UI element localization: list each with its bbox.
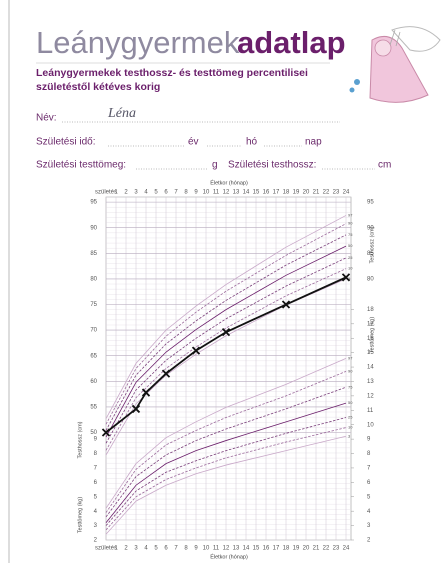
handwritten-name: Léna: [107, 106, 136, 121]
x-tick-label: 24: [343, 546, 350, 552]
y-tick-label: 85: [90, 251, 97, 257]
x-tick-label: 17: [273, 190, 280, 196]
field-label: Születési idő:: [36, 137, 95, 148]
percentile-label: 10: [348, 425, 353, 430]
x-tick-label: 19: [293, 546, 300, 552]
percentile-label: 25: [348, 415, 353, 420]
field-unit: hó: [246, 137, 258, 148]
field-unit: g: [212, 160, 218, 171]
x-tick-label: 18: [283, 190, 290, 196]
percentile-label: 90: [348, 368, 353, 373]
y-tick-label: 75: [90, 302, 97, 308]
y2-tick-label: 17: [367, 321, 374, 327]
x-tick-label: 10: [203, 546, 210, 552]
subtitle: Leánygyermekek testhossz- és testtömeg p…: [36, 67, 308, 79]
y2-tick-label: 15: [367, 350, 374, 356]
x-tick-label: 11: [213, 546, 220, 552]
percentile-label: 25: [348, 255, 353, 260]
x-tick-label: 12: [223, 190, 230, 196]
x-axis-title: Életkor (hónap): [210, 179, 248, 186]
y2-axis-title: Testtömeg (kg): [77, 497, 83, 534]
y2-tick-label: 12: [367, 393, 374, 399]
x-tick-label: 18: [283, 546, 290, 552]
field-unit: év: [188, 137, 199, 148]
x-tick-label: 10: [203, 190, 210, 196]
x-tick-label: 12: [223, 546, 230, 552]
percentile-label: 75: [348, 384, 353, 389]
field-unit: cm: [378, 160, 391, 171]
x-tick-label: 19: [293, 190, 300, 196]
y-axis-title: Testhossz (cm): [77, 421, 83, 458]
x-tick-label: 15: [253, 190, 260, 196]
title-light: Leánygyermek: [36, 25, 240, 60]
percentile-label: 50: [348, 243, 353, 248]
x-tick-label: 13: [233, 190, 240, 196]
percentile-label: 97: [348, 212, 353, 217]
y-tick-label-right: 80: [367, 276, 374, 282]
x-tick-label: 22: [323, 546, 330, 552]
percentile-label: 97: [348, 355, 353, 360]
y2-tick-label: 14: [367, 365, 374, 371]
y-tick-label: 70: [90, 328, 97, 334]
y-tick-label-right: 95: [367, 200, 374, 206]
y-tick-label: 50: [90, 430, 97, 436]
subtitle: születéstől kétéves korig: [36, 81, 160, 93]
field-label: Születési testtömeg:: [36, 160, 126, 171]
percentile-label: 90: [348, 221, 353, 226]
x-tick-label: 16: [263, 546, 270, 552]
growth-chart: születésszületés112233445566778899101011…: [90, 190, 374, 552]
field-label: Név:: [36, 113, 57, 124]
x-tick-label: 14: [243, 190, 250, 196]
x-tick-label: 22: [323, 190, 330, 196]
x-tick-label: 23: [333, 190, 340, 196]
x-tick-label: 15: [253, 546, 260, 552]
x-tick-label: 23: [333, 546, 340, 552]
y-tick-label: 65: [90, 353, 97, 359]
y-axis-title: Testhossz (cm): [369, 226, 375, 263]
y-tick-label-right: 90: [367, 225, 374, 231]
y-tick-label: 90: [90, 225, 97, 231]
x-axis-title: Életkor (hónap): [210, 553, 248, 560]
x-tick-label: 14: [243, 546, 250, 552]
x-tick-label: 17: [273, 546, 280, 552]
page: Leánygyermek adatlap Leánygyermekek test…: [0, 0, 446, 563]
y2-tick-label: 16: [367, 336, 374, 342]
percentile-label: 10: [348, 266, 353, 271]
percentile-label: 75: [348, 232, 353, 237]
y2-tick-label: 13: [367, 379, 374, 385]
x-tick-label: 21: [313, 190, 320, 196]
percentile-label: 50: [348, 400, 353, 405]
x-tick-label: 13: [233, 546, 240, 552]
field-unit: nap: [305, 137, 322, 148]
x-tick-label: 24: [343, 190, 350, 196]
y-tick-label: 95: [90, 200, 97, 206]
x-tick-label: 21: [313, 546, 320, 552]
field-label: Születési testhossz:: [228, 160, 316, 171]
y2-tick-label: 11: [367, 408, 374, 414]
y2-tick-label: 10: [367, 422, 374, 428]
y-tick-label: 80: [90, 276, 97, 282]
y-tick-label: 60: [90, 379, 97, 385]
y-tick-label-right: 85: [367, 251, 374, 257]
x-tick-label: 16: [263, 190, 270, 196]
x-tick-label: 20: [303, 190, 310, 196]
title-bold: adatlap: [237, 25, 346, 60]
y-tick-label: 55: [90, 404, 97, 410]
x-tick-label: 11: [213, 190, 220, 196]
x-tick-label: 20: [303, 546, 310, 552]
y2-tick-label: 18: [367, 307, 374, 313]
